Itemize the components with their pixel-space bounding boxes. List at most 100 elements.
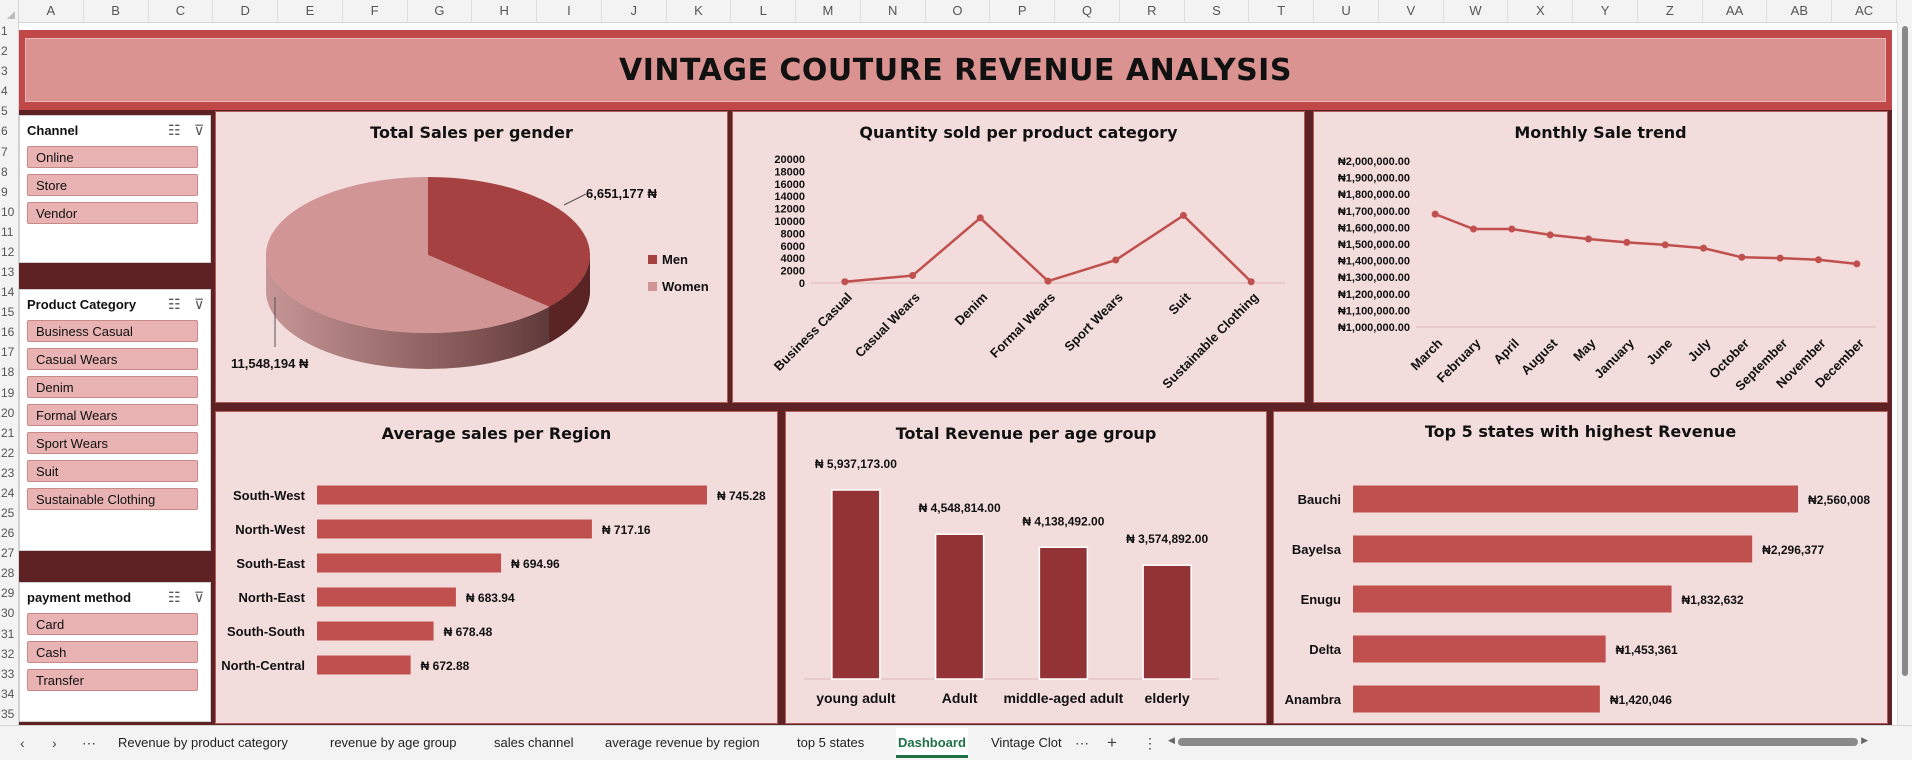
next-sheet-icon[interactable]: › [52,735,57,751]
column-header-j[interactable]: J [602,0,667,22]
row-header-27[interactable]: 27 [1,546,15,561]
row-header-21[interactable]: 21 [1,425,15,440]
row-header-30[interactable]: 30 [1,606,15,621]
sheet-tab[interactable]: Dashboard [896,728,968,758]
sheet-tab[interactable]: revenue by age group [330,735,457,750]
row-header-14[interactable]: 14 [1,285,15,300]
column-header-f[interactable]: F [343,0,408,22]
horizontal-scrollbar[interactable]: ◀ ▶ [1168,735,1868,746]
row-header-17[interactable]: 17 [1,345,15,360]
column-header-c[interactable]: C [149,0,214,22]
multi-select-icon[interactable]: ☷ [168,296,181,312]
column-header-l[interactable]: L [731,0,797,22]
column-header-q[interactable]: Q [1055,0,1120,22]
column-header-b[interactable]: B [84,0,149,22]
age-chart-panel[interactable]: Total Revenue per age group ₦ 5,937,173.… [785,411,1267,724]
row-header-18[interactable]: 18 [1,365,15,380]
row-header-9[interactable]: 9 [1,184,8,199]
slicer-item-category[interactable]: Formal Wears [27,404,198,426]
sheet-tab[interactable]: Vintage Clot [991,735,1062,750]
row-header-33[interactable]: 33 [1,666,15,681]
column-header-n[interactable]: N [861,0,926,22]
sheet-options-icon[interactable]: ⋮ [1143,735,1157,751]
gender-chart-panel[interactable]: Total Sales per gender 6,651,177 ₦ 11,548… [215,111,728,403]
column-header-e[interactable]: E [278,0,343,22]
row-header-1[interactable]: 1 [1,24,8,38]
column-header-z[interactable]: Z [1638,0,1703,22]
slicer-item-category[interactable]: Sustainable Clothing [27,488,198,510]
column-header-h[interactable]: H [472,0,538,22]
column-header-m[interactable]: M [796,0,861,22]
row-header-31[interactable]: 31 [1,626,15,641]
row-header-8[interactable]: 8 [1,164,8,179]
row-header-25[interactable]: 25 [1,506,15,521]
multi-select-icon[interactable]: ☷ [168,589,181,605]
slicer-item-channel[interactable]: Online [27,146,198,168]
scroll-left-icon[interactable]: ◀ [1168,735,1175,745]
column-header-o[interactable]: O [926,0,991,22]
clear-filter-icon[interactable]: ⊽ [194,589,205,605]
column-header-s[interactable]: S [1185,0,1250,22]
select-all-corner[interactable] [0,0,19,22]
column-header-p[interactable]: P [990,0,1056,22]
sheet-tab[interactable]: sales channel [494,735,574,750]
column-header-w[interactable]: W [1444,0,1509,22]
scrollbar-thumb[interactable] [1178,738,1858,746]
row-header-28[interactable]: 28 [1,566,15,581]
quantity-chart-panel[interactable]: Quantity sold per product category 20000… [732,111,1305,403]
row-header-3[interactable]: 3 [1,64,8,79]
column-header-t[interactable]: T [1249,0,1315,22]
column-header-u[interactable]: U [1314,0,1379,22]
column-header-k[interactable]: K [667,0,732,22]
column-header-x[interactable]: X [1508,0,1574,22]
add-sheet-button[interactable]: + [1107,733,1117,752]
row-header-35[interactable]: 35 [1,706,15,721]
sheet-tab[interactable]: average revenue by region [605,735,760,750]
slicer-item-channel[interactable]: Store [27,174,198,196]
row-header-24[interactable]: 24 [1,485,15,500]
slicer-item-category[interactable]: Business Casual [27,320,198,342]
region-chart-panel[interactable]: Average sales per Region South-West ₦ 745… [215,411,778,724]
row-header-20[interactable]: 20 [1,405,15,420]
sheet-tab[interactable]: top 5 states [797,735,865,750]
row-header-23[interactable]: 23 [1,465,15,480]
row-header-13[interactable]: 13 [1,265,15,280]
column-header-ab[interactable]: AB [1767,0,1833,22]
row-header-16[interactable]: 16 [1,325,15,340]
clear-filter-icon[interactable]: ⊽ [194,122,205,138]
slicer-item-category[interactable]: Suit [27,460,198,482]
column-header-ac[interactable]: AC [1832,0,1897,22]
row-header-10[interactable]: 10 [1,204,15,219]
multi-select-icon[interactable]: ☷ [168,122,181,138]
column-header-i[interactable]: I [537,0,602,22]
scroll-right-icon[interactable]: ▶ [1861,735,1868,745]
column-header-g[interactable]: G [408,0,473,22]
slicer-item-payment[interactable]: Transfer [27,669,198,691]
column-header-a[interactable]: A [19,0,84,22]
monthly-chart-panel[interactable]: Monthly Sale trend ₦2,000,000.00 ₦1,900,0… [1313,111,1888,403]
payment-method-slicer[interactable]: payment method ☷ ⊽ Card Cash Transfer [19,582,211,722]
channel-slicer[interactable]: Channel ☷ ⊽ Online Store Vendor [19,115,211,263]
states-chart-panel[interactable]: Top 5 states with highest Revenue Bauchi… [1273,411,1888,724]
slicer-item-category[interactable]: Casual Wears [27,348,198,370]
row-header-22[interactable]: 22 [1,445,15,460]
column-header-r[interactable]: R [1120,0,1185,22]
slicer-item-payment[interactable]: Cash [27,641,198,663]
column-header-aa[interactable]: AA [1703,0,1768,22]
row-header-2[interactable]: 2 [1,44,8,59]
prev-sheet-icon[interactable]: ‹ [20,735,25,751]
column-header-d[interactable]: D [213,0,279,22]
slicer-item-category[interactable]: Sport Wears [27,432,198,454]
product-category-slicer[interactable]: Product Category ☷ ⊽ Business Casual Casu… [19,289,211,551]
slicer-item-channel[interactable]: Vendor [27,202,198,224]
more-sheets-icon[interactable]: ⋯ [1075,735,1089,751]
row-header-7[interactable]: 7 [1,144,8,159]
row-header-32[interactable]: 32 [1,646,15,661]
scrollbar-thumb[interactable] [1902,26,1908,676]
column-header-v[interactable]: V [1379,0,1444,22]
row-header-4[interactable]: 4 [1,84,8,99]
slicer-item-category[interactable]: Denim [27,376,198,398]
row-header-15[interactable]: 15 [1,305,15,320]
sheet-tab[interactable]: Revenue by product category [118,735,288,750]
column-header-y[interactable]: Y [1573,0,1638,22]
